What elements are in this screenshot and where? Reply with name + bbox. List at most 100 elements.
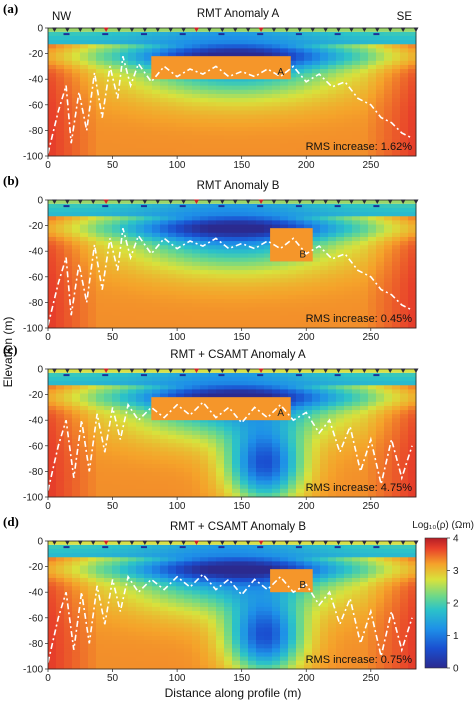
model-cell [96, 311, 104, 316]
model-cell [264, 287, 272, 292]
model-cell [248, 303, 256, 308]
model-cell [136, 377, 144, 382]
model-cell [128, 456, 136, 461]
model-cell [392, 53, 400, 58]
model-cell [208, 320, 216, 325]
model-cell [240, 102, 248, 107]
model-cell [264, 427, 272, 432]
model-cell [144, 110, 152, 115]
model-cell [312, 61, 320, 66]
model-cell [152, 611, 160, 616]
model-cell [352, 431, 360, 436]
model-cell [184, 661, 192, 666]
model-cell [112, 303, 120, 308]
model-cell [392, 94, 400, 99]
model-cell [120, 282, 128, 287]
model-cell [192, 640, 200, 645]
model-cell [152, 652, 160, 657]
model-cell [328, 451, 336, 456]
model-cell [248, 241, 256, 246]
model-cell [344, 216, 352, 221]
model-cell [176, 94, 184, 99]
model-cell [48, 423, 56, 428]
model-cell [360, 220, 368, 225]
model-cell [256, 489, 264, 494]
model-cell [336, 119, 344, 124]
model-cell [208, 86, 216, 91]
model-cell [216, 485, 224, 490]
model-cell [120, 373, 128, 378]
model-cell [360, 414, 368, 419]
model-cell [112, 549, 120, 554]
model-cell [128, 385, 136, 390]
model-cell [272, 389, 280, 394]
model-cell [208, 447, 216, 452]
model-cell [368, 90, 376, 95]
model-cell [128, 611, 136, 616]
model-cell [280, 36, 288, 41]
model-cell [128, 295, 136, 300]
model-cell [232, 377, 240, 382]
model-cell [176, 435, 184, 440]
model-cell [152, 82, 160, 87]
model-cell [304, 406, 312, 411]
model-cell [88, 636, 96, 641]
model-cell [352, 119, 360, 124]
x-tick-label: 200 [298, 501, 315, 512]
model-cell [192, 582, 200, 587]
model-cell [296, 389, 304, 394]
model-cell [96, 320, 104, 325]
model-cell [160, 636, 168, 641]
model-cell [48, 636, 56, 641]
model-cell [88, 570, 96, 575]
model-cell [376, 398, 384, 403]
model-cell [136, 316, 144, 321]
model-cell [80, 586, 88, 591]
model-cell [384, 32, 392, 37]
model-cell [168, 611, 176, 616]
model-cell [176, 208, 184, 213]
model-cell [152, 545, 160, 550]
model-cell [248, 225, 256, 230]
model-cell [144, 65, 152, 70]
model-cell [112, 123, 120, 128]
model-cell [312, 204, 320, 209]
model-cell [320, 443, 328, 448]
model-cell [136, 216, 144, 221]
model-cell [120, 570, 128, 575]
x-tick-label: 50 [107, 332, 119, 343]
model-cell [48, 582, 56, 587]
model-cell [208, 278, 216, 283]
model-cell [88, 82, 96, 87]
model-cell [408, 73, 416, 78]
model-cell [304, 385, 312, 390]
model-cell [104, 220, 112, 225]
model-cell [136, 115, 144, 120]
model-cell [168, 570, 176, 575]
model-cell [120, 648, 128, 653]
model-cell [112, 245, 120, 250]
model-cell [176, 599, 184, 604]
model-cell [408, 98, 416, 103]
model-cell [328, 476, 336, 481]
model-cell [240, 287, 248, 292]
model-cell [200, 557, 208, 562]
model-cell [88, 648, 96, 653]
model-cell [400, 208, 408, 213]
model-cell [184, 127, 192, 132]
model-cell [368, 266, 376, 271]
model-cell [144, 460, 152, 465]
model-cell [64, 119, 72, 124]
model-cell [248, 220, 256, 225]
model-cell [336, 212, 344, 217]
model-cell [376, 208, 384, 213]
model-cell [96, 557, 104, 562]
model-cell [96, 435, 104, 440]
model-cell [264, 262, 272, 267]
model-cell [136, 299, 144, 304]
model-cell [112, 135, 120, 140]
model-cell [352, 373, 360, 378]
model-cell [216, 208, 224, 213]
shallow-conductor [296, 205, 302, 207]
model-cell [104, 303, 112, 308]
